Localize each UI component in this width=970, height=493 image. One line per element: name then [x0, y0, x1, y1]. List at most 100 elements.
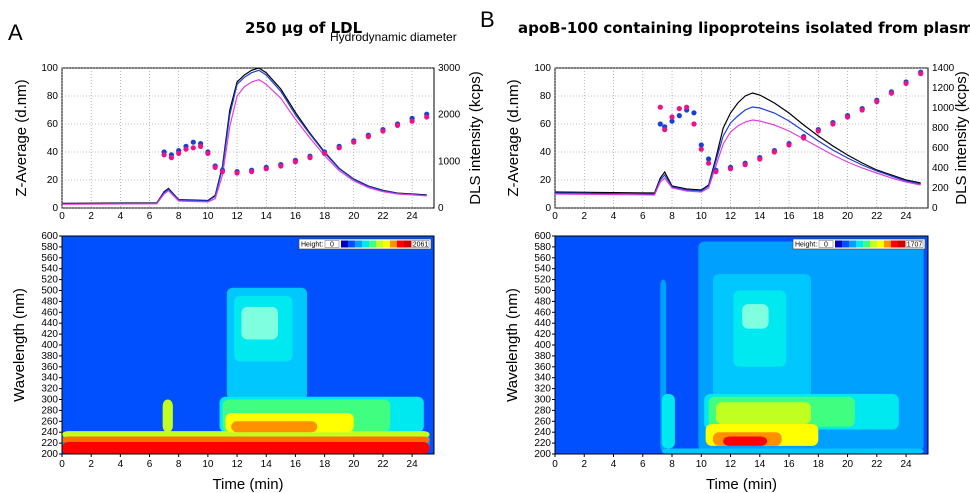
y-tick-label: 500	[534, 286, 551, 297]
y-right-tick-label: 600	[932, 143, 949, 154]
intensity-series-line	[61, 69, 427, 205]
y-left-tick-label: 0	[52, 203, 58, 214]
intensity-series-line	[554, 106, 921, 195]
y-right-tick-label: 0	[438, 203, 444, 214]
z-average-point	[292, 159, 299, 165]
x-tick-label: 8	[176, 211, 182, 222]
x-tick-label: 4	[611, 211, 617, 222]
colorbar-swatch	[898, 240, 906, 248]
colorbar-swatch	[870, 240, 878, 248]
colorbar-swatch	[348, 240, 356, 248]
heatmap-chart: 0 2 4 6 8 10 12 14 16 18 20 22 242002202402602803003…	[11, 231, 435, 493]
x-tick-label: 16	[783, 211, 795, 222]
y-tick-label: 540	[534, 264, 551, 275]
colorbar-label: Height:	[301, 242, 323, 249]
y-tick-label: 440	[41, 318, 58, 329]
y-tick-label: 200	[534, 449, 551, 460]
colorbar-legend: Height: 0 1707	[792, 238, 926, 250]
y-tick-label: 240	[41, 427, 58, 438]
z-average-point	[168, 155, 175, 161]
z-average-point	[705, 156, 712, 162]
x-tick-label: 20	[348, 459, 360, 470]
z-average-point	[205, 150, 211, 156]
z-average-point	[757, 156, 763, 162]
z-average-point	[234, 170, 240, 176]
x-tick-label: 20	[348, 211, 360, 222]
z-average-point	[336, 145, 342, 151]
panel-letter: A	[8, 20, 23, 45]
z-average-point	[691, 110, 697, 116]
y-tick-label: 360	[41, 362, 58, 373]
colorbar-swatch	[877, 240, 885, 248]
heatmap-region	[723, 436, 768, 446]
z-average-point	[365, 134, 371, 140]
y-right-tick-label: 200	[932, 183, 949, 194]
y-tick-label: 200	[41, 449, 58, 460]
y-left-tick-label: 80	[47, 91, 59, 102]
x-axis-label: Time (min)	[212, 476, 283, 493]
z-average-point	[424, 114, 430, 120]
colorbar-swatch	[856, 240, 864, 248]
z-average-point	[669, 114, 675, 120]
colorbar-swatch	[341, 240, 349, 248]
x-tick-label: 14	[261, 211, 273, 222]
y-axis-label: Wavelength (nm)	[11, 288, 28, 402]
colorbar-swatch	[369, 240, 377, 248]
z-average-point	[409, 118, 415, 124]
colorbar-legend: Height: 0 2061	[298, 238, 432, 250]
heatmap-region	[661, 394, 675, 449]
y-tick-label: 600	[41, 231, 58, 242]
z-average-point	[190, 139, 196, 145]
x-tick-label: 12	[231, 459, 243, 470]
colorbar-max: 2061	[413, 242, 429, 249]
y-left-tick-label: 20	[540, 175, 552, 186]
x-tick-label: 6	[147, 211, 153, 222]
y-tick-label: 440	[534, 318, 551, 329]
x-tick-label: 18	[813, 211, 825, 222]
y-left-tick-label: 80	[540, 91, 552, 102]
x-tick-label: 16	[290, 459, 302, 470]
z-average-point	[691, 121, 697, 127]
x-tick-label: 22	[871, 459, 883, 470]
y-tick-label: 360	[534, 362, 551, 373]
x-tick-label: 12	[725, 459, 737, 470]
colorbar-max: 1707	[907, 242, 923, 249]
y-left-axis-label: Z-Average (d.nm)	[13, 79, 30, 196]
plot-frame	[61, 67, 435, 209]
y-tick-label: 580	[534, 242, 551, 253]
z-average-point	[786, 142, 792, 148]
x-tick-label: 10	[202, 211, 214, 222]
z-average-point	[727, 166, 734, 172]
colorbar-swatch	[355, 240, 363, 248]
y-right-tick-label: 2000	[438, 110, 461, 121]
x-tick-label: 0	[552, 459, 558, 470]
y-tick-label: 340	[41, 373, 58, 384]
y-right-axis-label: DLS intensity (kcps)	[467, 71, 484, 204]
y-left-tick-label: 100	[41, 63, 58, 74]
y-tick-label: 380	[41, 351, 58, 362]
colorbar-swatch	[891, 240, 899, 248]
x-tick-label: 12	[725, 211, 737, 222]
colorbar-swatch	[390, 240, 398, 248]
colorbar-min: 0	[330, 242, 334, 249]
panel-subtitle: Hydrodynamic diameter	[330, 30, 457, 44]
y-tick-label: 300	[534, 395, 551, 406]
z-average-point	[859, 107, 865, 113]
intensity-series-line	[61, 79, 427, 205]
z-average-point	[380, 128, 386, 134]
x-tick-label: 18	[319, 211, 331, 222]
y-tick-label: 520	[41, 275, 58, 286]
x-tick-label: 24	[900, 211, 912, 222]
z-average-point	[698, 142, 704, 148]
y-right-tick-label: 3000	[438, 63, 461, 74]
x-tick-label: 14	[754, 211, 766, 222]
x-tick-label: 6	[640, 211, 646, 222]
z-average-point	[263, 166, 269, 172]
y-left-tick-label: 60	[47, 119, 59, 130]
z-average-point	[844, 114, 851, 120]
z-average-point	[801, 135, 807, 141]
z-average-point	[183, 146, 189, 152]
